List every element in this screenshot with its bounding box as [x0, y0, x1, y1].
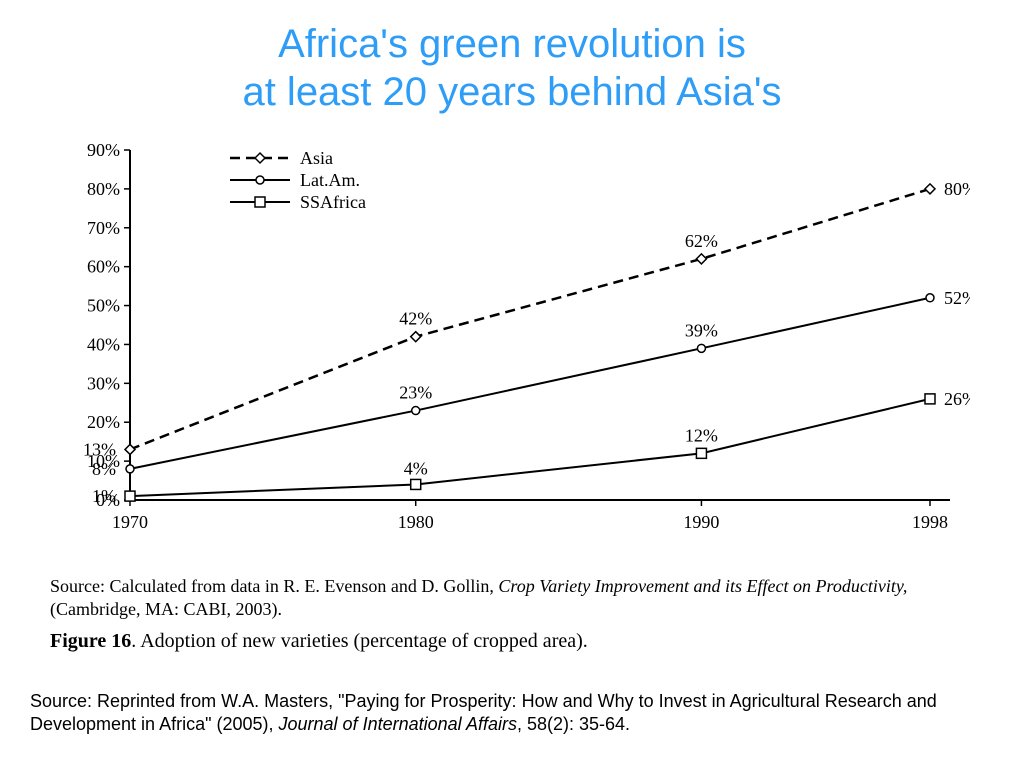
slide: Africa's green revolution is at least 20… [0, 0, 1024, 768]
x-tick-label: 1990 [683, 512, 719, 532]
marker-circle [256, 176, 264, 184]
y-tick-label: 20% [87, 412, 120, 432]
data-label: 42% [399, 309, 432, 329]
x-tick-label: 1998 [912, 512, 948, 532]
data-label: 80% [944, 179, 970, 199]
marker-diamond [696, 254, 706, 264]
y-tick-label: 40% [87, 334, 120, 354]
marker-circle [126, 465, 134, 473]
figure-label: Figure 16 [50, 630, 131, 652]
y-tick-label: 80% [87, 179, 120, 199]
marker-square [696, 448, 706, 458]
chart-source-italic: Crop Variety Improvement and its Effect … [498, 576, 907, 596]
data-label: 39% [685, 320, 718, 340]
series-line [130, 399, 930, 496]
series-line [130, 298, 930, 469]
marker-square [125, 491, 135, 501]
y-tick-label: 30% [87, 373, 120, 393]
data-label: 26% [944, 389, 970, 409]
marker-square [411, 479, 421, 489]
chart-source: Source: Calculated from data in R. E. Ev… [50, 575, 970, 620]
marker-circle [697, 344, 705, 352]
marker-circle [412, 407, 420, 415]
marker-square [255, 197, 265, 207]
legend-label: Asia [300, 148, 333, 168]
chart-container: 0%10%20%30%40%50%60%70%80%90%19701980199… [50, 140, 970, 560]
marker-square [925, 394, 935, 404]
figure-caption: Figure 16. Adoption of new varieties (pe… [50, 630, 970, 653]
legend-label: SSAfrica [300, 192, 366, 212]
y-tick-label: 60% [87, 257, 120, 277]
citation-italic: Journal of International Affairs [279, 714, 517, 734]
data-label: 1% [92, 486, 116, 506]
y-tick-label: 50% [87, 296, 120, 316]
data-label: 23% [399, 383, 432, 403]
y-tick-label: 90% [87, 140, 120, 160]
series-line [130, 189, 930, 450]
data-label: 8% [92, 459, 116, 479]
data-label: 13% [83, 439, 116, 459]
figure-caption-text: . Adoption of new varieties (percentage … [131, 630, 587, 652]
slide-title: Africa's green revolution is at least 20… [0, 20, 1024, 116]
citation-suffix: , 58(2): 35-64. [517, 714, 630, 734]
y-tick-label: 70% [87, 218, 120, 238]
title-line-2: at least 20 years behind Asia's [242, 70, 781, 114]
x-tick-label: 1970 [112, 512, 148, 532]
data-label: 12% [685, 425, 718, 445]
marker-diamond [255, 153, 265, 163]
line-chart: 0%10%20%30%40%50%60%70%80%90%19701980199… [50, 140, 970, 560]
citation: Source: Reprinted from W.A. Masters, "Pa… [30, 690, 1000, 737]
marker-diamond [411, 332, 421, 342]
x-tick-label: 1980 [398, 512, 434, 532]
marker-circle [926, 294, 934, 302]
data-label: 62% [685, 231, 718, 251]
title-line-1: Africa's green revolution is [278, 22, 746, 66]
chart-source-suffix: (Cambridge, MA: CABI, 2003). [50, 599, 282, 619]
marker-diamond [925, 184, 935, 194]
data-label: 52% [944, 288, 970, 308]
data-label: 4% [404, 458, 428, 478]
marker-diamond [125, 444, 135, 454]
legend-label: Lat.Am. [300, 170, 360, 190]
chart-source-prefix: Source: Calculated from data in R. E. Ev… [50, 576, 498, 596]
